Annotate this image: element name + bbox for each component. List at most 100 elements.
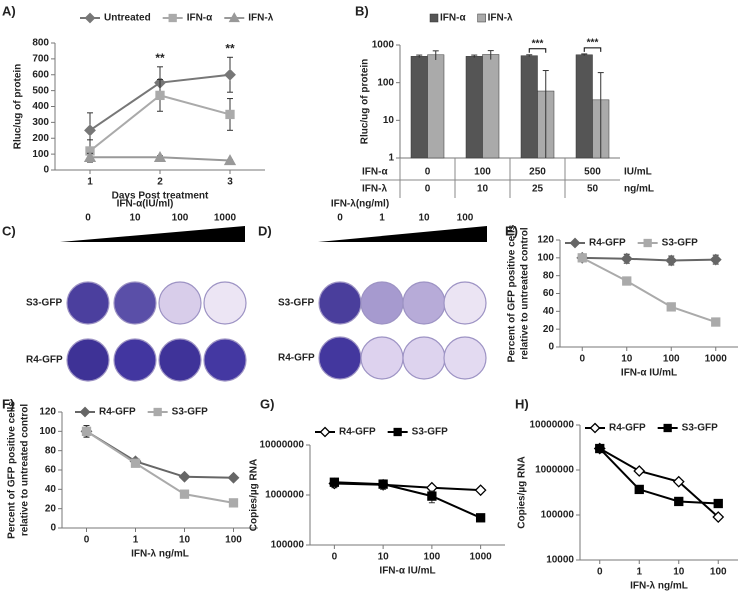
- x-tick-label: 100: [474, 167, 491, 178]
- marker: [130, 458, 141, 468]
- legend-marker: [168, 13, 177, 23]
- marker: [228, 498, 239, 508]
- y-axis-label: relative to untreated control: [20, 404, 31, 536]
- series-line: [582, 256, 716, 262]
- marker: [711, 317, 721, 327]
- x-tick-label: 1: [636, 567, 642, 578]
- legend-marker: [663, 423, 672, 433]
- marker: [634, 484, 644, 495]
- series-line: [599, 447, 719, 505]
- y-tick-label: 1: [388, 153, 394, 164]
- marker: [577, 253, 587, 263]
- series-line: [581, 256, 717, 323]
- y-tick-label: 20: [543, 324, 555, 335]
- dose-label: 1000: [214, 213, 237, 224]
- legend-label: R4-GFP: [99, 407, 136, 418]
- marker: [81, 426, 92, 436]
- dose-label: 10: [418, 213, 430, 224]
- marker: [633, 465, 646, 477]
- legend-label: S3-GFP: [172, 407, 208, 418]
- marker: [622, 276, 632, 286]
- x-tick-label: 25: [532, 184, 544, 195]
- y-tick-label: 600: [32, 69, 49, 80]
- legend-label: S3-GFP: [412, 427, 448, 438]
- x-tick-label: 0: [84, 535, 90, 546]
- marker: [227, 471, 240, 484]
- x-tick-label: 100: [663, 354, 680, 365]
- well: [318, 336, 362, 380]
- x-tick-label: 500: [584, 167, 601, 178]
- marker: [666, 302, 676, 312]
- marker: [179, 489, 190, 499]
- legend-label: IFN-λ: [248, 13, 273, 24]
- x-axis-label: IFN-λ ng/mL: [131, 549, 189, 560]
- x-tick-label: 250: [529, 167, 546, 178]
- annotation: **: [225, 41, 235, 55]
- bracket: [528, 48, 547, 53]
- marker: [329, 477, 340, 487]
- x-tick-label: 0: [332, 552, 338, 563]
- y-axis-label: Percent of GFP positive cells: [507, 224, 518, 362]
- panel-label: F): [2, 396, 14, 411]
- well: [443, 336, 487, 380]
- annotation: ***: [532, 38, 544, 49]
- well: [158, 281, 202, 325]
- x-tick-label: 10: [673, 567, 685, 578]
- row-label: S3-GFP: [278, 298, 314, 309]
- dose-wedge: [318, 226, 487, 242]
- legend-marker: [228, 12, 240, 23]
- y-tick-label: 80: [45, 445, 57, 456]
- well: [203, 338, 247, 382]
- x-tick-label: 10: [621, 354, 633, 365]
- y-tick-label: 1000: [372, 40, 395, 51]
- y-tick-label: 120: [537, 235, 554, 246]
- y-tick-label: 10000: [546, 555, 574, 566]
- marker: [155, 90, 165, 101]
- legend-label: R4-GFP: [589, 238, 626, 249]
- marker: [475, 513, 486, 523]
- bar: [427, 54, 445, 159]
- series-line: [599, 447, 719, 518]
- legend-label: IFN-α: [187, 13, 213, 24]
- x-axis-label: Days Post treatment: [112, 191, 209, 202]
- y-tick-label: 500: [32, 85, 49, 96]
- x-tick-label: 3: [227, 177, 233, 188]
- series-line: [85, 430, 234, 504]
- series-line: [334, 481, 482, 519]
- x-axis-label: IFN-α IU/mL: [379, 566, 435, 577]
- dose-wedge: [60, 226, 245, 242]
- row-label: IFN-α: [362, 167, 388, 178]
- x-tick-label: 1000: [470, 552, 493, 563]
- marker: [84, 124, 96, 137]
- unit-label: ng/mL: [624, 184, 654, 195]
- y-tick-label: 0: [548, 342, 554, 353]
- y-tick-label: 80: [543, 270, 555, 281]
- panel-label: G): [260, 396, 274, 411]
- bar: [575, 54, 593, 159]
- marker: [665, 254, 678, 267]
- row-label: R4-GFP: [278, 353, 315, 364]
- well: [318, 281, 362, 325]
- legend-label: R4-GFP: [609, 423, 646, 434]
- y-tick-label: 100000: [271, 540, 305, 551]
- marker: [712, 511, 725, 523]
- legend-label: S3-GFP: [662, 238, 698, 249]
- legend-marker: [569, 237, 581, 249]
- y-tick-label: 300: [32, 117, 49, 128]
- well: [360, 281, 404, 325]
- panel-label: A): [2, 3, 16, 18]
- y-tick-label: 100: [377, 77, 394, 88]
- y-tick-label: 10000000: [260, 440, 305, 451]
- y-tick-label: 10000000: [530, 420, 575, 431]
- well: [443, 281, 487, 325]
- x-tick-label: 0: [597, 567, 603, 578]
- dose-title: IFN-λ(ng/ml): [331, 199, 389, 210]
- y-axis-label: Copies/µg RNA: [517, 456, 528, 528]
- legend-marker: [393, 427, 402, 437]
- marker: [223, 154, 237, 166]
- dose-title: IFN-α(IU/ml): [117, 199, 174, 210]
- marker: [713, 498, 723, 509]
- legend-label: IFN-λ: [488, 13, 513, 24]
- x-tick-label: 100: [710, 567, 727, 578]
- y-tick-label: 40: [543, 306, 555, 317]
